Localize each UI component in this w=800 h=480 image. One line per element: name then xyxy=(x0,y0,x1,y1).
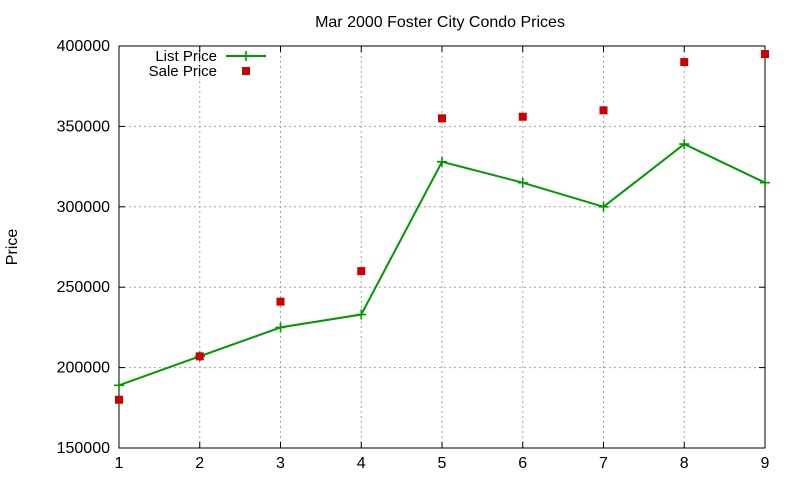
legend-marker-sale-price xyxy=(242,67,250,75)
sale-price-point xyxy=(761,50,769,59)
plot-frame xyxy=(118,45,766,449)
y-tick-label: 150000 xyxy=(57,440,110,457)
x-tick-label: 1 xyxy=(115,455,124,472)
y-axis-label: Price xyxy=(4,229,21,266)
legend: List Price Sale Price xyxy=(149,48,266,80)
list-price-point xyxy=(437,156,447,167)
x-tick-label: 6 xyxy=(518,455,527,472)
legend-marker-list-price xyxy=(241,51,251,61)
x-tick-label: 8 xyxy=(680,455,689,472)
legend-label-list-price: List Price xyxy=(155,48,217,65)
y-tick-label: 350000 xyxy=(57,118,110,135)
sale-price-point xyxy=(195,352,204,361)
sale-price-point xyxy=(680,58,689,67)
y-tick-label: 250000 xyxy=(57,279,110,296)
y-tick-label: 400000 xyxy=(57,38,110,55)
sale-price-point xyxy=(115,395,123,404)
series-layer xyxy=(114,50,770,404)
x-tick-label: 2 xyxy=(195,455,204,472)
x-tick-label: 5 xyxy=(438,455,447,472)
list-price-point xyxy=(760,177,770,188)
list-price-point xyxy=(517,177,528,188)
y-tick-label: 200000 xyxy=(57,360,110,377)
y-tick-label: 300000 xyxy=(57,199,110,216)
list-price-point xyxy=(356,309,367,320)
list-price-point xyxy=(275,322,286,333)
list-price-point xyxy=(679,139,690,150)
chart-title: Mar 2000 Foster City Condo Prices xyxy=(315,14,565,31)
sale-price-point xyxy=(599,106,608,115)
series-line-list-price xyxy=(118,142,766,387)
list-price-point xyxy=(598,201,609,212)
tick-labels: 1 2 3 4 5 6 7 8 9 150000 200000 250000 300000 350000 4… xyxy=(57,38,770,472)
x-tick-label: 3 xyxy=(276,455,285,472)
legend-label-sale-price: Sale Price xyxy=(149,63,217,80)
sale-price-point xyxy=(518,112,527,121)
sale-price-point xyxy=(438,114,446,123)
x-tick-label: 9 xyxy=(761,455,770,472)
grid xyxy=(119,46,765,448)
sale-price-point xyxy=(357,267,366,276)
sale-price-point xyxy=(276,297,285,306)
x-tick-label: 7 xyxy=(599,455,608,472)
x-tick-label: 4 xyxy=(357,455,366,472)
list-price-point xyxy=(114,380,124,391)
